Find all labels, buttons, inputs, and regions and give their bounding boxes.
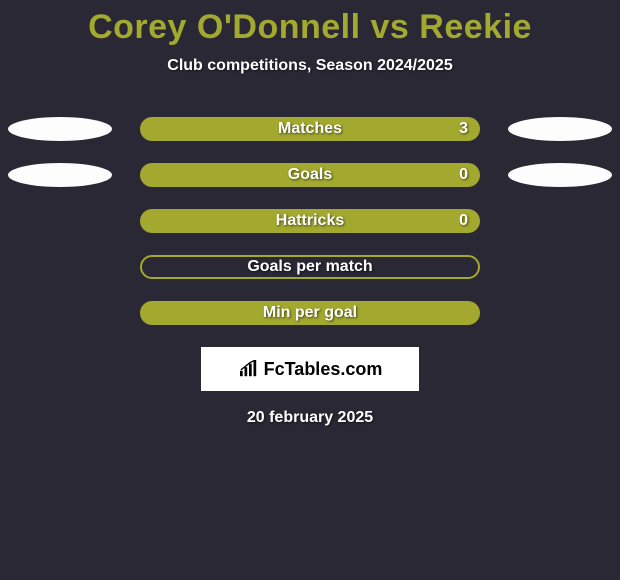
right-ellipse <box>508 163 612 187</box>
stat-bar: Matches 3 <box>140 117 480 141</box>
stats-container: Matches 3 Goals 0 Hattricks 0 Goals per … <box>0 117 620 325</box>
chart-icon <box>238 360 260 378</box>
date-text: 20 february 2025 <box>0 409 620 427</box>
stat-row-matches: Matches 3 <box>0 117 620 141</box>
logo-box[interactable]: FcTables.com <box>201 347 419 391</box>
stat-row-goals-per-match: Goals per match <box>0 255 620 279</box>
stat-label: Goals <box>288 166 332 184</box>
stat-bar: Goals per match <box>140 255 480 279</box>
stat-bar: Min per goal <box>140 301 480 325</box>
logo-text: FcTables.com <box>264 359 383 380</box>
stat-value: 0 <box>459 212 468 230</box>
stat-value: 3 <box>459 120 468 138</box>
stat-row-min-per-goal: Min per goal <box>0 301 620 325</box>
stat-label: Goals per match <box>247 258 372 276</box>
page-title: Corey O'Donnell vs Reekie <box>0 0 620 47</box>
left-ellipse <box>8 117 112 141</box>
stat-value: 0 <box>459 166 468 184</box>
stat-bar: Hattricks 0 <box>140 209 480 233</box>
stat-label: Hattricks <box>276 212 344 230</box>
stat-label: Min per goal <box>263 304 357 322</box>
right-ellipse <box>508 117 612 141</box>
subtitle: Club competitions, Season 2024/2025 <box>0 57 620 75</box>
stat-label: Matches <box>278 120 342 138</box>
stat-row-hattricks: Hattricks 0 <box>0 209 620 233</box>
stat-bar: Goals 0 <box>140 163 480 187</box>
stat-row-goals: Goals 0 <box>0 163 620 187</box>
left-ellipse <box>8 163 112 187</box>
